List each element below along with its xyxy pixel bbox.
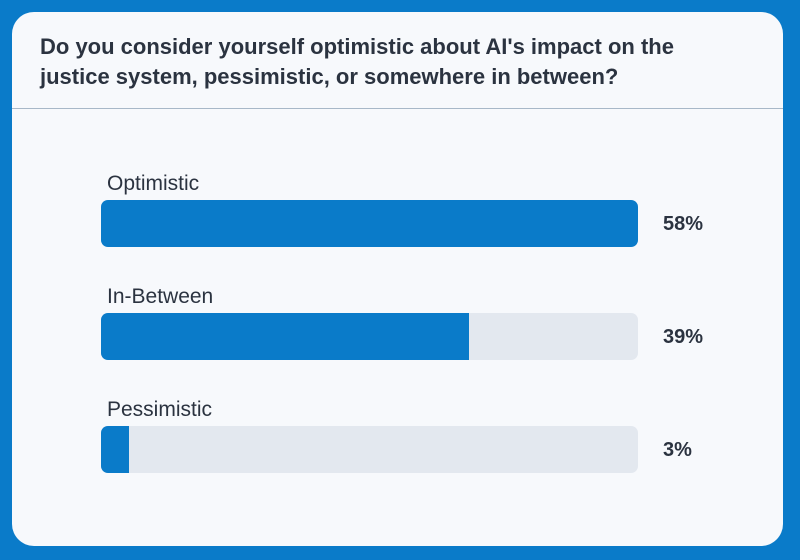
header-divider	[12, 108, 783, 109]
option-percent: 3%	[663, 439, 692, 461]
option-label: In-Between	[107, 285, 214, 308]
result-bar-fill	[101, 313, 469, 360]
result-bar-fill	[101, 426, 129, 473]
result-bar-fill	[101, 200, 638, 247]
option-percent: 58%	[663, 213, 704, 235]
result-bar-track	[101, 313, 638, 360]
result-bar-track	[101, 200, 638, 247]
option-label: Pessimistic	[107, 398, 213, 421]
poll-question: Do you consider yourself optimistic abou…	[40, 34, 674, 89]
option-label: Optimistic	[107, 172, 200, 195]
poll-option-in-between: In-Between 39%	[101, 283, 721, 396]
result-bar-track	[101, 426, 638, 473]
poll-option-optimistic: Optimistic 58%	[101, 170, 721, 283]
poll-options: Optimistic 58% In-Between 39% Pessimisti…	[101, 170, 721, 509]
option-percent: 39%	[663, 326, 704, 348]
poll-option-pessimistic: Pessimistic 3%	[101, 396, 721, 509]
poll-card: Do you consider yourself optimistic abou…	[12, 12, 783, 546]
